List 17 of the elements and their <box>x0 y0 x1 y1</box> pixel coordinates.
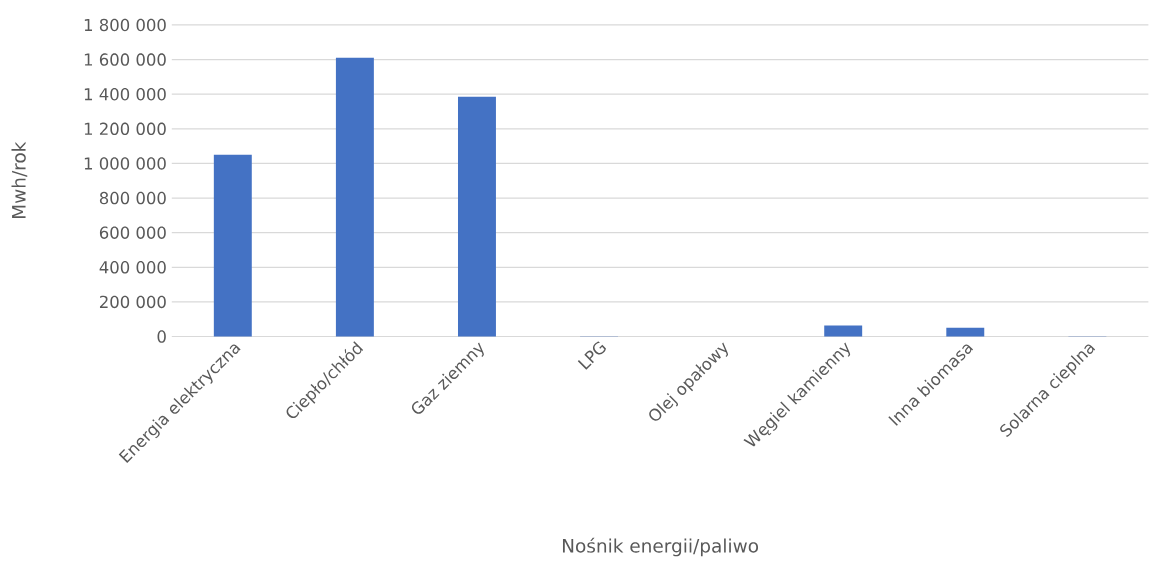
bar <box>335 57 374 337</box>
bar <box>213 154 252 337</box>
bar <box>457 96 496 337</box>
y-tick-label: 1 600 000 <box>84 53 166 66</box>
x-axis-title: Nośnik energii/paliwo <box>562 537 759 557</box>
bar <box>824 325 863 337</box>
y-tick-label: 1 400 000 <box>84 87 166 101</box>
y-tick-label: 600 000 <box>99 226 166 239</box>
y-tick-label: 1 200 000 <box>84 122 166 135</box>
y-tick-label: 1 000 000 <box>84 157 166 170</box>
y-tick-label: 0 <box>157 330 166 343</box>
y-tick-label: 400 000 <box>99 260 166 274</box>
y-tick-label: 200 000 <box>99 295 166 309</box>
bar <box>946 327 985 337</box>
y-tick-label: 800 000 <box>99 191 166 205</box>
y-axis-title: Mwh/rok <box>11 141 28 218</box>
y-tick-label: 1 800 000 <box>84 18 166 32</box>
